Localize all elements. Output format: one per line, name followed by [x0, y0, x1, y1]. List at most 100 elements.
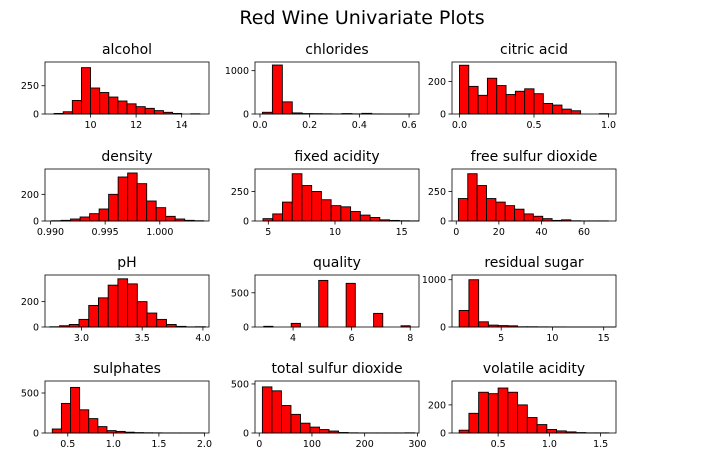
panel-fixed-acidity: fixed acidity 5 10 15 0 250	[231, 149, 420, 238]
y-tick-label: 200	[428, 77, 446, 88]
x-tick-label: 10	[546, 333, 558, 344]
x-tick-label: 300	[408, 439, 426, 450]
panel-citric-acid: citric acid 0.0 0.5 1.0 0 200	[428, 42, 617, 131]
x-tick-label: 0.0	[252, 120, 267, 131]
x-tick-label: 14	[176, 120, 188, 131]
x-tick-label: 0	[453, 227, 459, 238]
axes-frame	[254, 380, 420, 434]
histogram-bar	[477, 94, 488, 115]
x-tick-label: 1.0	[601, 120, 616, 131]
histogram-bar	[90, 87, 101, 115]
histogram-bar	[311, 191, 322, 222]
panel-volatile-acidity: volatile acidity 0.5 1.0 1.5 0 200	[428, 361, 617, 450]
y-tick-label: 0	[440, 110, 446, 121]
axes-frame	[451, 168, 617, 222]
histogram-bar	[546, 429, 558, 434]
panel-title: chlorides	[305, 42, 368, 58]
y-tick-label: 0	[33, 323, 39, 334]
histogram-bar	[301, 185, 313, 222]
histogram-bar	[507, 391, 519, 434]
panel-total-sulfur-dioxide: total sulfur dioxide 0 100 200 300 0 500	[231, 361, 427, 450]
histogram-bar	[486, 77, 498, 115]
histogram-bar	[495, 201, 506, 222]
y-tick-label: 1000	[225, 66, 249, 77]
histogram-bar	[552, 104, 563, 115]
x-tick-label: 100	[303, 439, 321, 450]
panel-title: sulphates	[93, 361, 161, 377]
histogram-bar	[78, 318, 90, 328]
histogram-bar	[478, 391, 489, 434]
x-tick-label: 5	[498, 333, 504, 344]
x-tick-label: 0.990	[37, 227, 64, 238]
histogram-bar	[478, 321, 489, 328]
y-tick-label: 0	[243, 323, 249, 334]
panel-title: pH	[117, 255, 136, 271]
axes-frame	[451, 274, 617, 328]
histogram-bar	[318, 279, 329, 328]
y-tick-label: 200	[21, 190, 39, 201]
histogram-bar	[117, 100, 128, 115]
histogram-bar	[126, 103, 137, 115]
x-tick-label: 40	[535, 227, 547, 238]
histogram-bar	[514, 90, 526, 115]
x-tick-label: 0.5	[60, 439, 75, 450]
y-tick-label: 250	[231, 187, 249, 198]
axes-frame	[254, 168, 420, 222]
histogram-bar	[135, 106, 146, 115]
histogram-bar	[505, 94, 516, 115]
histogram-bar	[272, 213, 283, 222]
y-tick-label: 250	[21, 81, 39, 92]
histogram-bar	[71, 99, 82, 115]
y-tick-label: 0	[440, 323, 446, 334]
histogram-bar	[570, 110, 582, 115]
axes-frame	[44, 380, 210, 434]
x-tick-label: 0.5	[491, 439, 506, 450]
histogram-bar	[320, 199, 332, 222]
x-tick-label: 1.0	[106, 439, 121, 450]
panel-chlorides: chlorides 0.0 0.2 0.4 0.6 0 1000	[225, 42, 420, 131]
y-tick-label: 500	[231, 288, 249, 299]
y-tick-label: 0	[440, 217, 446, 228]
panel-title: density	[101, 149, 152, 165]
y-tick-label: 200	[428, 400, 446, 411]
histogram-bar	[340, 206, 352, 222]
x-tick-label: 15	[396, 227, 408, 238]
panel-title: fixed acidity	[294, 149, 379, 165]
panel-title: citric acid	[500, 42, 568, 58]
histogram-bar	[165, 215, 176, 222]
histogram-bar	[524, 88, 535, 115]
x-tick-label: 3.5	[135, 333, 150, 344]
histogram-bar	[60, 402, 71, 434]
panel-title: total sulfur dioxide	[271, 361, 402, 377]
y-tick-label: 1000	[422, 275, 446, 286]
histogram-bar	[497, 387, 509, 434]
y-tick-label: 500	[21, 389, 39, 400]
histogram-bar	[487, 393, 499, 434]
histogram-bar	[99, 92, 110, 115]
panel-title: free sulfur dioxide	[471, 149, 598, 165]
histogram-bar	[107, 284, 119, 328]
panel-free-sulfur-dioxide: free sulfur dioxide 0 20 40 60 0 250	[428, 149, 617, 238]
histogram-bar	[261, 386, 273, 434]
x-tick-label: 0.4	[352, 120, 367, 131]
axes-frame	[44, 61, 210, 115]
x-tick-label: 0.995	[92, 227, 119, 238]
histogram-bar	[300, 422, 311, 434]
histogram-bar	[89, 213, 100, 222]
axes-frame	[254, 61, 420, 115]
panel-title: residual sugar	[484, 255, 584, 271]
histogram-bar	[146, 200, 157, 222]
histogram-bar	[458, 429, 470, 434]
histogram-bar	[98, 208, 110, 222]
histogram-bar	[70, 386, 81, 434]
x-tick-label: 10	[329, 227, 341, 238]
histogram-bar	[280, 405, 292, 434]
x-tick-label: 20	[493, 227, 505, 238]
histogram-bar	[523, 213, 534, 222]
histogram-bar	[330, 205, 342, 222]
panel-alcohol: alcohol 10 12 14 0 250	[21, 42, 210, 131]
x-tick-label: 4.0	[195, 333, 210, 344]
histogram-bar	[97, 426, 108, 434]
histogram-bar	[127, 172, 138, 222]
